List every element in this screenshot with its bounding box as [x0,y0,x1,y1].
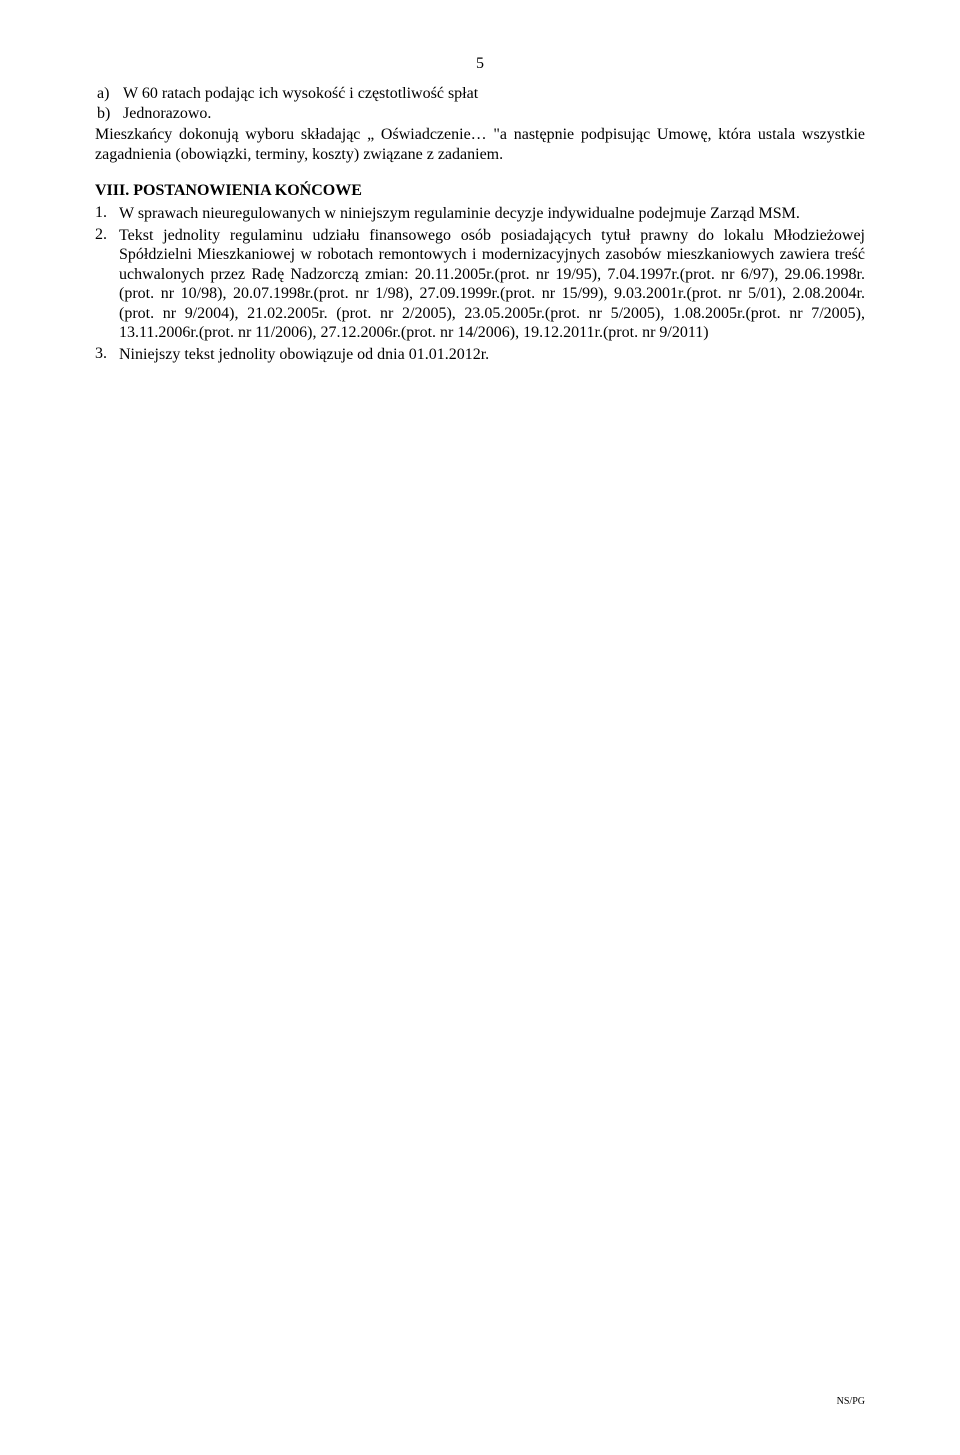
page-number: 5 [95,55,865,73]
section-heading: VIII. POSTANOWIENIA KOŃCOWE [95,182,865,200]
main-paragraph: Mieszkańcy dokonują wyboru składając „ O… [95,125,865,164]
numbered-content-3: Niniejszy tekst jednolity obowiązuje od … [119,345,865,365]
list-item-b: b) Jednorazowo. [95,105,865,123]
footer-code: NS/PG [837,1396,865,1407]
numbered-marker-1: 1. [95,204,119,224]
numbered-marker-2: 2. [95,226,119,343]
list-marker-a: a) [95,85,123,103]
list-marker-b: b) [95,105,123,123]
list-content-a: W 60 ratach podając ich wysokość i częst… [123,85,865,103]
numbered-item-2: 2. Tekst jednolity regulaminu udziału fi… [95,226,865,343]
numbered-content-2: Tekst jednolity regulaminu udziału finan… [119,226,865,343]
numbered-item-3: 3. Niniejszy tekst jednolity obowiązuje … [95,345,865,365]
list-item-a: a) W 60 ratach podając ich wysokość i cz… [95,85,865,103]
numbered-item-1: 1. W sprawach nieuregulowanych w niniejs… [95,204,865,224]
numbered-marker-3: 3. [95,345,119,365]
list-content-b: Jednorazowo. [123,105,865,123]
numbered-content-1: W sprawach nieuregulowanych w niniejszym… [119,204,865,224]
